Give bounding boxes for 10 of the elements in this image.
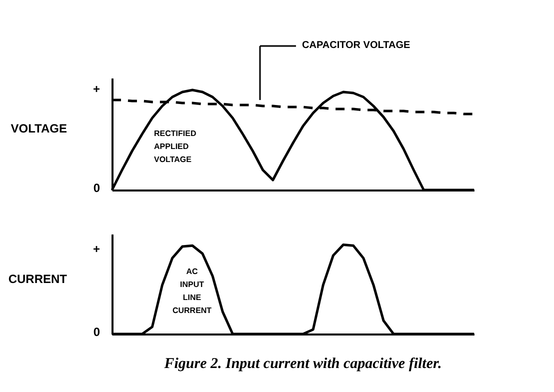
text: CAPACITOR VOLTAGE [302, 40, 410, 51]
caption: Figure 2. Input current with capacitive filter. [163, 356, 442, 372]
y-axis-title: CURRENT [8, 272, 68, 286]
text: + [92, 242, 100, 256]
annotation: AC INPUT LINE CURRENT [172, 267, 212, 315]
annotation: RECTIFIED APPLIED VOLTAGE [154, 129, 196, 164]
y-axis-title: VOLTAGE [10, 121, 67, 136]
text: + [92, 82, 100, 96]
text: 0 [93, 325, 100, 339]
text: 0 [93, 181, 100, 195]
